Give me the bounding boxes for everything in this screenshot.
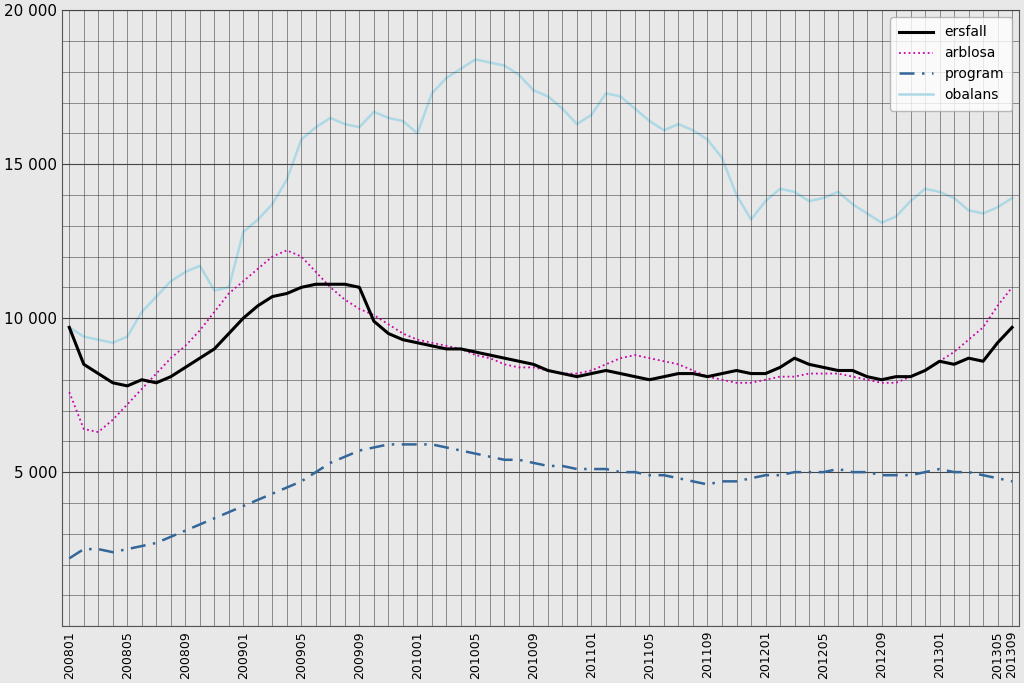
program bbox=[1006, 477, 1018, 486]
program bbox=[353, 447, 366, 455]
obalans bbox=[499, 61, 511, 70]
obalans bbox=[831, 188, 844, 196]
arblosa bbox=[92, 428, 104, 436]
ersfall bbox=[1006, 323, 1018, 331]
ersfall bbox=[831, 366, 844, 374]
arblosa bbox=[63, 388, 76, 396]
arblosa bbox=[382, 320, 394, 329]
obalans bbox=[63, 323, 76, 331]
program bbox=[817, 468, 829, 476]
arblosa bbox=[281, 247, 293, 255]
Line: arblosa: arblosa bbox=[70, 251, 1012, 432]
obalans bbox=[368, 108, 380, 116]
program bbox=[135, 542, 147, 550]
Line: obalans: obalans bbox=[70, 59, 1012, 343]
arblosa bbox=[831, 370, 844, 378]
ersfall bbox=[325, 280, 337, 288]
obalans bbox=[309, 123, 322, 131]
Line: program: program bbox=[70, 445, 1012, 558]
ersfall bbox=[121, 382, 133, 390]
arblosa bbox=[151, 370, 163, 378]
obalans bbox=[106, 339, 119, 347]
arblosa bbox=[513, 363, 525, 372]
arblosa bbox=[1006, 283, 1018, 292]
program bbox=[63, 554, 76, 562]
ersfall bbox=[309, 280, 322, 288]
obalans bbox=[1006, 194, 1018, 202]
program bbox=[948, 468, 961, 476]
obalans bbox=[513, 71, 525, 79]
program bbox=[295, 477, 307, 486]
Legend: ersfall, arblosa, program, obalans: ersfall, arblosa, program, obalans bbox=[890, 17, 1013, 111]
ersfall bbox=[151, 378, 163, 387]
arblosa bbox=[499, 360, 511, 368]
ersfall bbox=[513, 357, 525, 365]
obalans bbox=[469, 55, 481, 64]
ersfall bbox=[499, 354, 511, 362]
ersfall bbox=[63, 323, 76, 331]
program bbox=[483, 453, 496, 461]
obalans bbox=[151, 292, 163, 301]
program bbox=[382, 441, 394, 449]
arblosa bbox=[325, 283, 337, 292]
Line: ersfall: ersfall bbox=[70, 284, 1012, 386]
ersfall bbox=[382, 329, 394, 337]
